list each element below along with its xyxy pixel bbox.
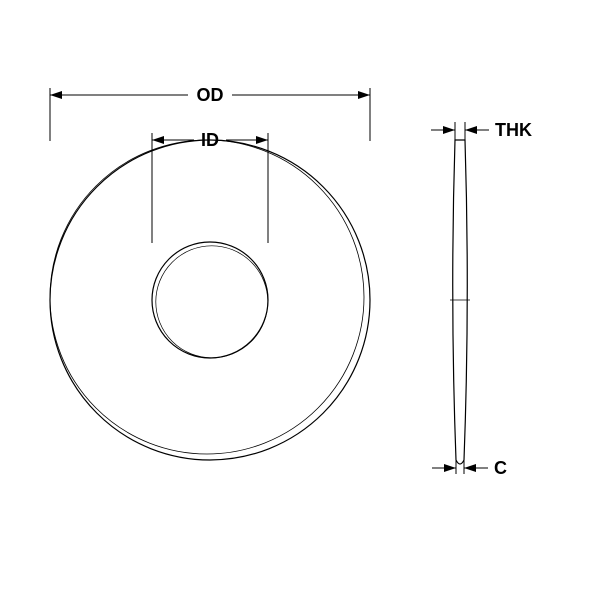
label-od: OD (197, 85, 224, 105)
side-view (450, 140, 470, 464)
washer-diagram: OD ID THK C (0, 0, 600, 600)
dimensions: OD ID THK C (50, 85, 532, 478)
label-thk: THK (495, 120, 532, 140)
label-c: C (494, 458, 507, 478)
label-id: ID (201, 130, 219, 150)
front-view (50, 140, 370, 460)
